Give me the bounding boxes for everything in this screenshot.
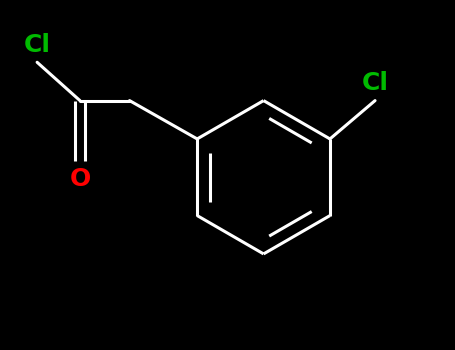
Text: Cl: Cl xyxy=(24,33,51,57)
Text: O: O xyxy=(69,167,91,191)
Text: Cl: Cl xyxy=(362,71,389,95)
